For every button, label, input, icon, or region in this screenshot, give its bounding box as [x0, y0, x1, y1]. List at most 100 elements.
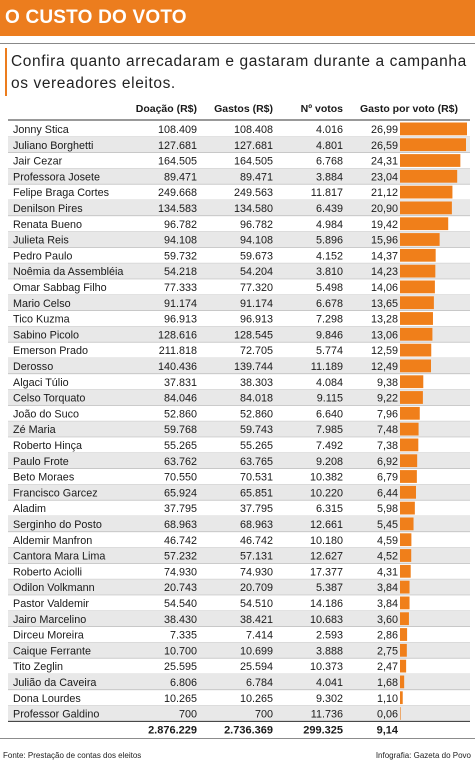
donation-value: 25.595: [164, 661, 197, 673]
candidate-name: Aladim: [13, 503, 46, 515]
total-donation: 2.876.229: [148, 724, 197, 736]
cost-per-vote-value: 4,59: [377, 535, 398, 547]
votes-value: 11.189: [311, 361, 343, 373]
cost-per-vote-bar: [400, 169, 458, 183]
cost-per-vote-value: 6,92: [377, 456, 398, 468]
votes-value: 3.810: [316, 266, 343, 278]
cost-per-vote-value: 26,99: [371, 124, 398, 136]
cost-per-vote-bar: [400, 391, 423, 404]
candidate-name: Juliano Borghetti: [13, 140, 93, 152]
candidate-name: Cantora Mara Lima: [13, 551, 105, 563]
cost-per-vote-bar: [400, 596, 410, 610]
row-stripe: [8, 579, 470, 595]
candidate-name: Beto Moraes: [13, 472, 75, 484]
donation-value: 37.831: [164, 377, 197, 389]
votes-value: 12.661: [310, 519, 343, 531]
donation-value: 74.930: [164, 566, 197, 578]
spending-value: 128.545: [234, 329, 273, 341]
votes-value: 6.640: [316, 408, 343, 420]
vote-cost-table: Doação (R$) Gastos (R$) Nº votos Gasto por …: [0, 103, 475, 739]
candidate-name: Odilon Volkmann: [13, 582, 95, 594]
votes-value: 6.439: [316, 203, 343, 215]
votes-value: 4.152: [316, 250, 343, 262]
cost-per-vote-bar: [400, 122, 467, 136]
cost-per-vote-bar: [400, 185, 453, 199]
cost-per-vote-value: 21,12: [371, 187, 398, 199]
cost-per-vote-value: 3,60: [377, 614, 398, 626]
cost-per-vote-bar: [400, 580, 410, 594]
cost-per-vote-bar: [400, 359, 432, 373]
cost-per-vote-value: 3,84: [377, 598, 398, 610]
donation-value: 55.265: [164, 440, 197, 452]
spending-value: 55.265: [240, 440, 273, 452]
donation-value: 68.963: [164, 519, 197, 531]
cost-per-vote-bar: [400, 406, 420, 420]
votes-value: 11.817: [311, 187, 343, 199]
donation-value: 54.218: [164, 266, 197, 278]
spending-value: 74.930: [240, 566, 273, 578]
spending-value: 57.131: [240, 551, 273, 563]
spending-value: 70.531: [240, 472, 273, 484]
candidate-name: Roberto Aciolli: [13, 566, 82, 578]
donation-value: 54.540: [164, 598, 197, 610]
spending-value: 91.174: [240, 298, 273, 310]
title-bar: O CUSTO DO VOTO: [0, 0, 475, 36]
votes-value: 4.084: [316, 377, 343, 389]
total-cost-per-vote: 9,14: [377, 724, 399, 736]
spending-value: 65.851: [240, 487, 273, 499]
donation-value: 77.333: [164, 282, 197, 294]
votes-value: 10.373: [310, 661, 343, 673]
row-stripe: [8, 389, 470, 406]
candidate-name: Professor Galdino: [13, 709, 99, 721]
votes-value: 10.382: [310, 472, 343, 484]
spending-value: 59.673: [240, 250, 273, 262]
cost-per-vote-bar: [400, 248, 436, 262]
candidate-name: João do Suco: [13, 408, 79, 420]
candidate-name: Emerson Prado: [13, 345, 88, 357]
donation-value: 37.795: [164, 503, 197, 515]
candidate-name: Professora Josete: [13, 171, 100, 183]
votes-value: 7.298: [316, 314, 343, 326]
spending-value: 139.744: [234, 361, 273, 373]
donation-value: 70.550: [164, 472, 197, 484]
cost-per-vote-value: 4,52: [377, 551, 398, 563]
votes-value: 2.593: [316, 630, 343, 642]
spending-value: 127.681: [234, 140, 273, 152]
cost-per-vote-bar: [400, 628, 408, 641]
cost-per-vote-value: 24,31: [371, 156, 398, 168]
spending-value: 10.265: [240, 693, 273, 705]
row-stripe: [8, 674, 470, 690]
donation-value: 52.860: [164, 408, 197, 420]
cost-per-vote-value: 14,23: [371, 266, 398, 278]
candidate-name: Sabino Picolo: [13, 329, 79, 341]
votes-value: 10.180: [310, 535, 343, 547]
spending-value: 38.303: [240, 377, 273, 389]
cost-per-vote-value: 26,59: [371, 140, 398, 152]
votes-value: 17.377: [310, 566, 343, 578]
cost-per-vote-bar: [400, 280, 435, 294]
cost-per-vote-value: 13,65: [371, 298, 398, 310]
spending-value: 20.709: [240, 582, 273, 594]
donation-value: 96.913: [164, 314, 197, 326]
spending-value: 96.913: [240, 314, 273, 326]
votes-value: 4.801: [316, 140, 343, 152]
column-header: Nº votos: [301, 103, 343, 115]
candidate-name: Aldemir Manfron: [13, 535, 92, 547]
donation-value: 84.046: [164, 393, 197, 405]
donation-value: 46.742: [164, 535, 197, 547]
cost-per-vote-value: 3,84: [377, 582, 398, 594]
candidate-name: Dona Lourdes: [13, 693, 81, 705]
votes-value: 14.186: [310, 598, 343, 610]
cost-per-vote-value: 14,06: [371, 282, 398, 294]
cost-per-vote-bar: [400, 501, 415, 515]
donation-value: 59.768: [164, 424, 197, 436]
cost-per-vote-bar: [400, 296, 434, 310]
donation-value: 164.505: [158, 156, 197, 168]
cost-per-vote-bar: [400, 138, 467, 152]
spending-value: 63.765: [240, 456, 273, 468]
cost-per-vote-bar: [400, 438, 419, 452]
spending-value: 249.563: [234, 187, 273, 199]
cost-per-vote-bar: [400, 533, 412, 547]
spending-value: 68.963: [240, 519, 273, 531]
candidate-name: Caique Ferrante: [13, 645, 91, 657]
